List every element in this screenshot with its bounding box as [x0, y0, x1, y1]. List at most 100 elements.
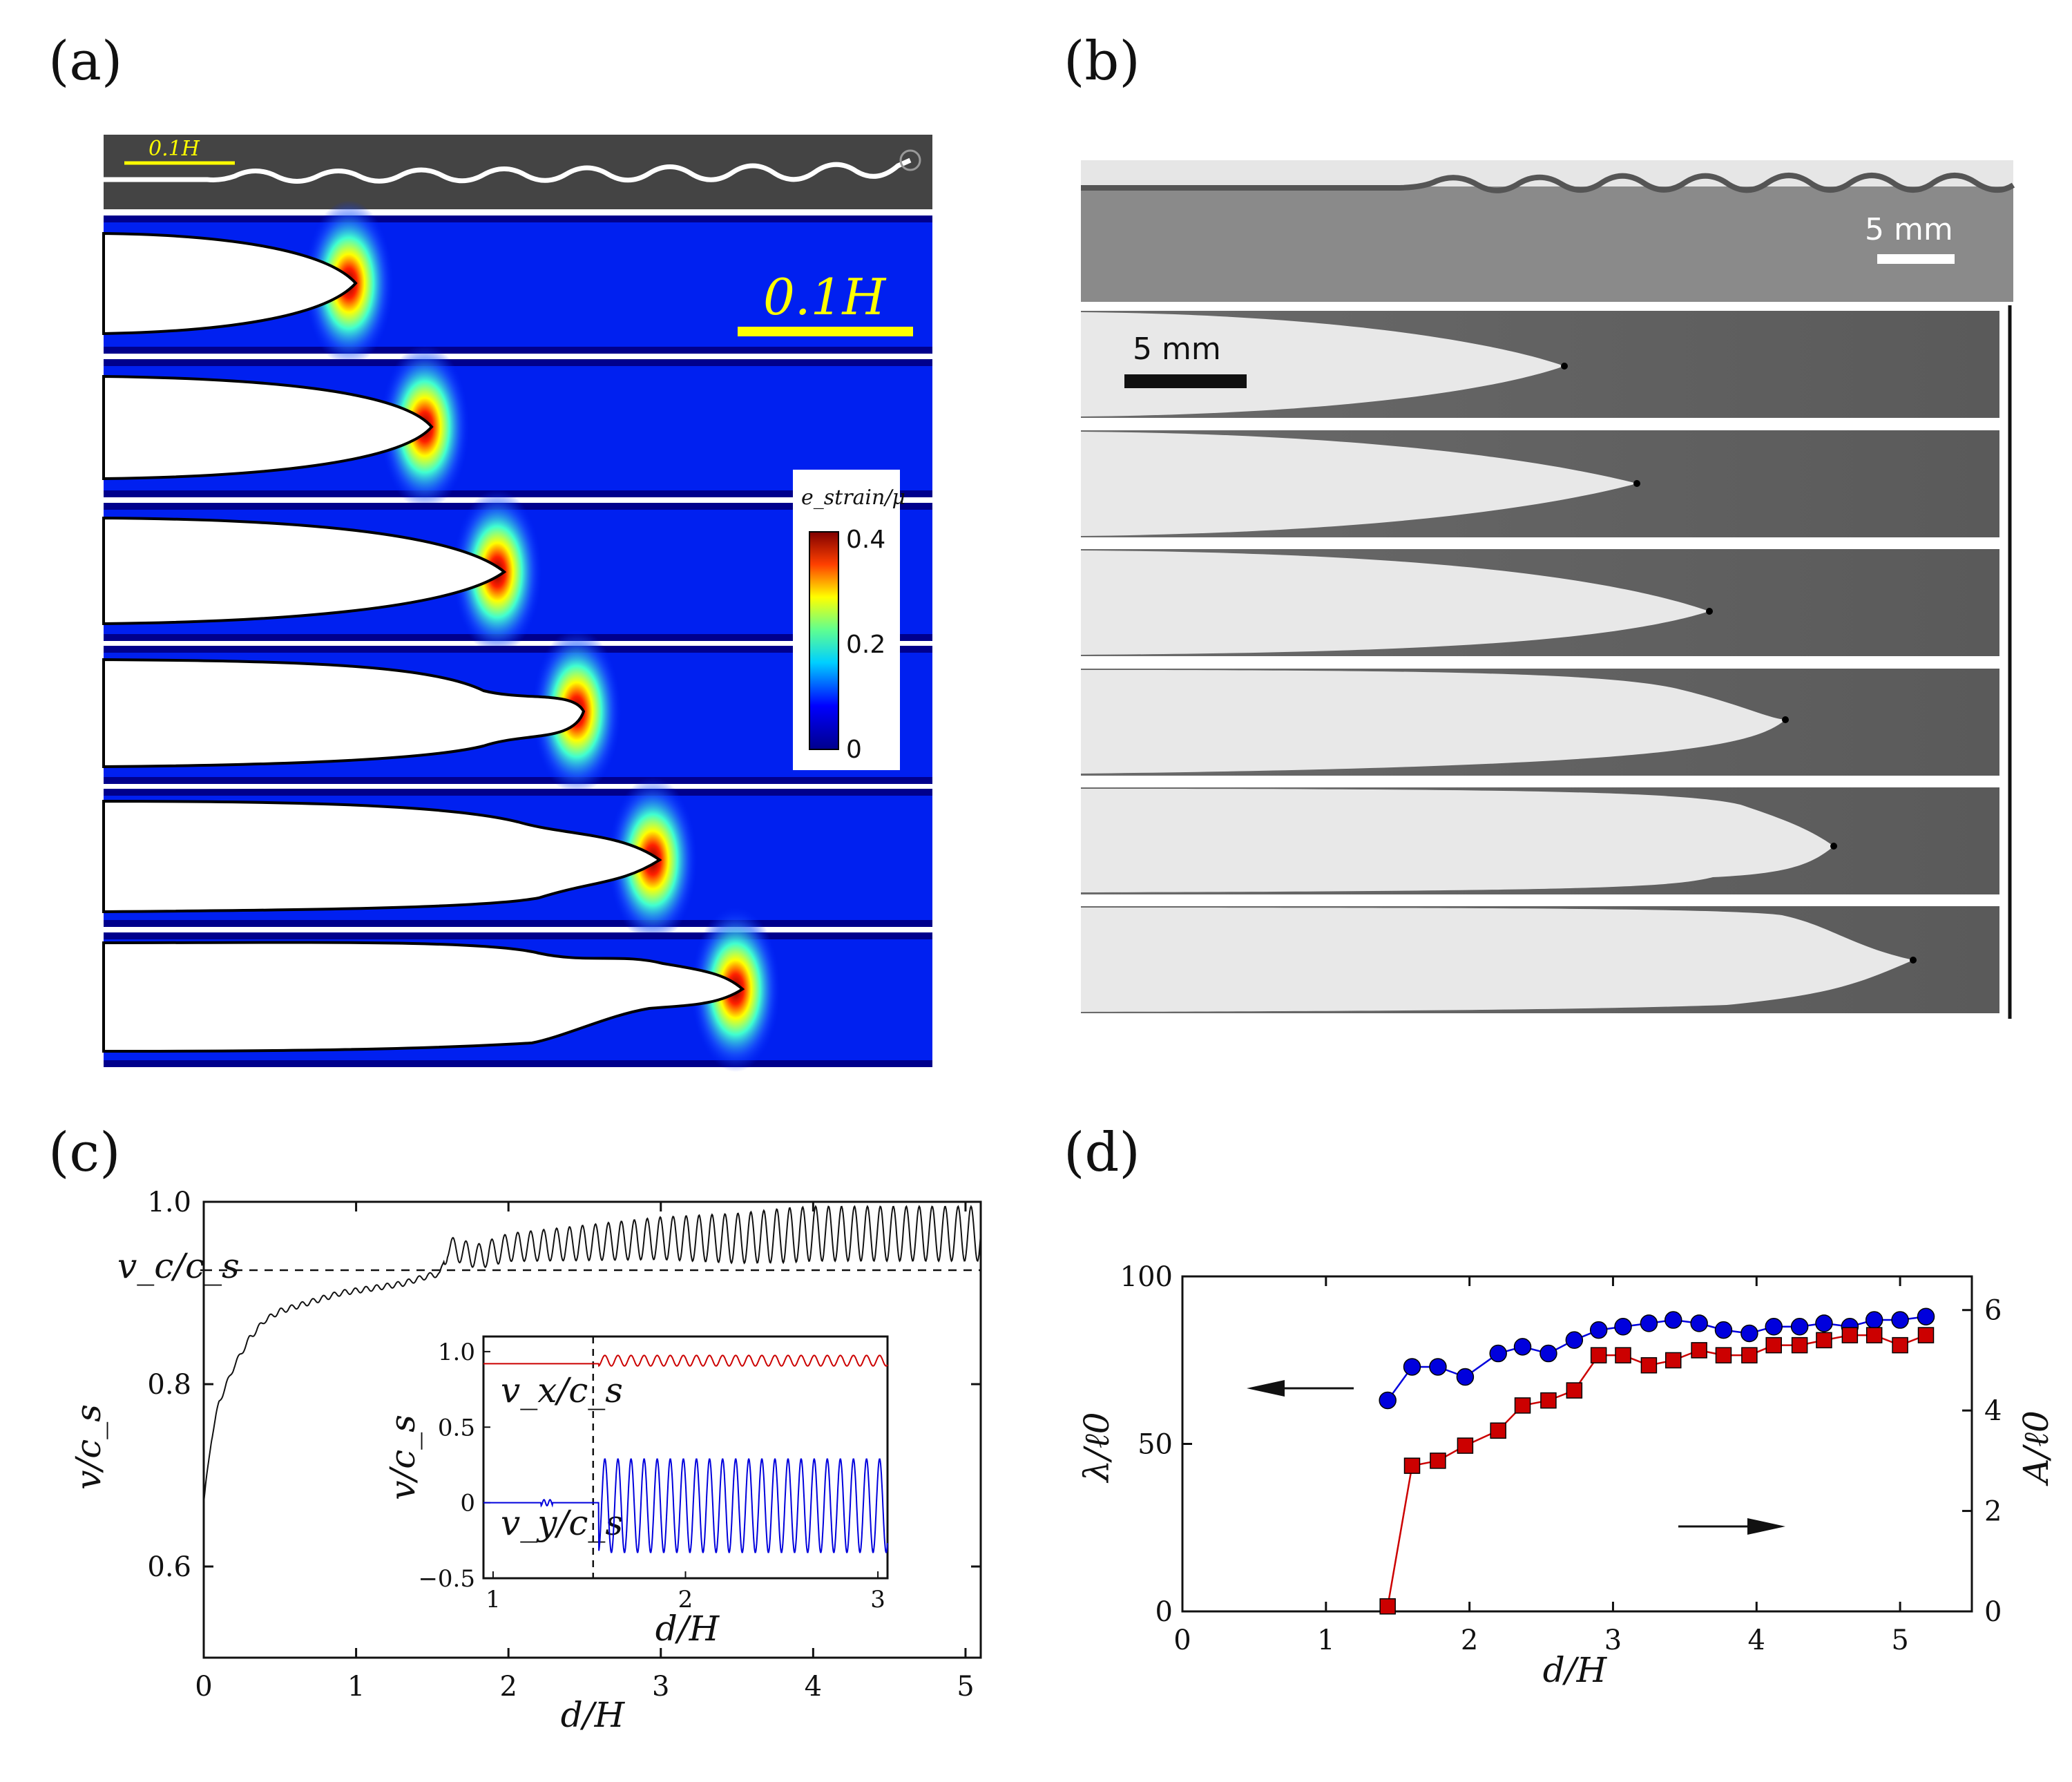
amplitude-point-16: [1791, 1336, 1808, 1354]
lambda-point-21: [1917, 1307, 1935, 1325]
amplitude-point-15: [1765, 1336, 1782, 1354]
lambda-point-8: [1589, 1321, 1608, 1339]
lambda-point-5: [1513, 1338, 1532, 1356]
panel-c-ylabel: v/c_s: [68, 1404, 108, 1490]
panel-d-ytick-right-1: 2: [1984, 1496, 2002, 1528]
amplitude-point-4: [1490, 1422, 1506, 1439]
panel-d-yticks-right: 0 2 4 6: [1984, 1295, 2002, 1628]
panel-c-ytick-2: 1.0: [147, 1187, 191, 1218]
amplitude-point-10: [1640, 1357, 1658, 1374]
lambda-point-9: [1614, 1318, 1632, 1336]
amplitude-point-21: [1917, 1327, 1935, 1343]
amplitude-point-19: [1865, 1327, 1883, 1343]
panel-d-yticks-left: 0 50 100: [1120, 1261, 1173, 1628]
amplitude-point-7: [1566, 1382, 1583, 1399]
panel-d-xlabel: d/H: [1543, 1650, 1608, 1690]
panel-d-label: (d): [1064, 1122, 1140, 1184]
panel-c-xtick-3: 3: [652, 1671, 669, 1703]
lambda-series-line: [1387, 1315, 1926, 1401]
panel-a-scale-label: 0.1H: [763, 268, 887, 326]
inset-vx-line: [483, 1354, 888, 1368]
amplitude-point-1: [1403, 1457, 1421, 1474]
amplitude-point-13: [1715, 1347, 1732, 1363]
panel-c-vc-label: v_c/c_s: [117, 1246, 240, 1286]
inset-ytick-1: 0: [460, 1490, 475, 1517]
lambda-point-19: [1865, 1311, 1883, 1329]
amplitude-point-6: [1540, 1392, 1557, 1409]
inset-ytick-2: 0.5: [438, 1414, 475, 1441]
sim-frame-1: [102, 200, 932, 366]
amplitude-point-9: [1615, 1347, 1631, 1363]
inset-xlabel: d/H: [655, 1609, 720, 1649]
photo-frame-4: [1081, 669, 1999, 776]
panel-d-xticks: 0 1 2 3 4 5: [1173, 1625, 1909, 1656]
panel-d-xtick-5: 5: [1891, 1625, 1908, 1656]
panel-d-ylabel-left: λ/ℓ0: [1077, 1412, 1117, 1483]
lambda-point-0: [1379, 1391, 1397, 1410]
inset-ylabel: v/c_s: [383, 1415, 423, 1500]
panel-d-xtick-0: 0: [1173, 1625, 1191, 1656]
amplitude-point-20: [1892, 1336, 1908, 1354]
photo-frame-2: [1081, 430, 1999, 537]
lambda-point-3: [1456, 1368, 1475, 1386]
amplitude-point-18: [1841, 1327, 1859, 1343]
inset-xtick-2: 3: [870, 1586, 885, 1613]
lambda-point-7: [1565, 1331, 1584, 1349]
panel-c-axes: [202, 1200, 982, 1659]
inset-axes: [482, 1335, 889, 1580]
panel-d-ytick-left-1: 50: [1138, 1429, 1173, 1461]
panel-c-xtick-2: 2: [499, 1671, 517, 1703]
panel-d-ytick-left-2: 100: [1120, 1261, 1173, 1293]
panel-d-ytick-right-3: 6: [1984, 1295, 2002, 1327]
amplitude-point-12: [1691, 1342, 1707, 1359]
panel-b-scale-bar: 5 mm: [1124, 332, 1247, 388]
amplitude-point-11: [1665, 1352, 1682, 1369]
panel-d-xtick-1: 1: [1317, 1625, 1334, 1656]
inset-ytick-0: −0.5: [418, 1565, 475, 1593]
panel-b-top-strip: 5 mm: [1081, 160, 2015, 302]
panel-a-top-strip: 0.1H: [104, 135, 932, 209]
panel-d-ytick-left-0: 0: [1155, 1596, 1173, 1628]
panel-c-xticks: 0 1 2 3 4 5: [195, 1671, 974, 1703]
panel-c-yticks: 0.6 0.8 1.0: [147, 1187, 191, 1583]
panel-b-scale-label: 5 mm: [1133, 332, 1221, 367]
lambda-point-12: [1690, 1314, 1708, 1332]
amplitude-point-14: [1741, 1347, 1758, 1363]
panel-d-ytick-right-0: 0: [1984, 1596, 2002, 1628]
amplitude-point-3: [1457, 1437, 1474, 1454]
inset-xticks: 1 2 3: [486, 1586, 885, 1613]
lambda-point-20: [1891, 1311, 1909, 1329]
photo-frame-6: [1081, 906, 1999, 1013]
amplitude-point-2: [1430, 1453, 1446, 1469]
amplitude-point-5: [1514, 1397, 1531, 1414]
lambda-point-13: [1714, 1321, 1733, 1339]
inset-xtick-1: 2: [678, 1586, 693, 1613]
panel-b-label: (b): [1064, 30, 1140, 93]
colorbar-tick-high: 0.4: [846, 526, 885, 554]
inset-vy-label: v_y/c_s: [501, 1503, 623, 1543]
amplitude-series-line: [1386, 1334, 1926, 1607]
lambda-point-15: [1765, 1318, 1783, 1336]
lambda-point-16: [1790, 1318, 1809, 1336]
right-axis-arrow: [1678, 1518, 1785, 1535]
lambda-point-1: [1403, 1358, 1421, 1376]
panel-a-label: (a): [48, 30, 122, 93]
panel-b-top-scale-label: 5 mm: [1865, 212, 1953, 247]
amplitude-point-17: [1816, 1332, 1832, 1349]
photo-frame-1: [1081, 311, 1999, 418]
lambda-point-11: [1664, 1311, 1682, 1329]
amplitude-point-8: [1590, 1347, 1607, 1363]
sim-frame-6: [102, 906, 932, 1072]
inset-vy-line: [483, 1458, 888, 1553]
photo-frame-3: [1081, 549, 1999, 656]
panel-a-frames: [102, 200, 932, 1072]
colorbar-tick-mid: 0.2: [846, 631, 885, 659]
panel-c-chart: v/c_s d/H v_c/c_s 0 1 2 3 4 5 0.6 0.8 1.…: [68, 1187, 982, 1735]
panel-c-inset: v/c_s d/H v_x/c_s v_y/c_s 1 2 3 −0.5 0 0…: [383, 1335, 889, 1649]
lambda-point-2: [1429, 1358, 1447, 1376]
panel-d-xtick-4: 4: [1748, 1625, 1765, 1656]
inset-yticks: −0.5 0 0.5 1.0: [418, 1339, 475, 1593]
panel-c-label: (c): [48, 1122, 121, 1184]
panel-c-xtick-0: 0: [195, 1671, 212, 1703]
